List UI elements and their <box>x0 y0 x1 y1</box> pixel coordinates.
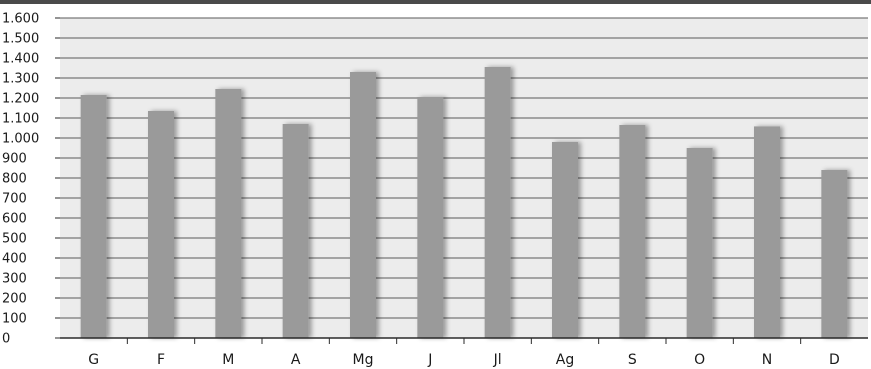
y-tick-label: 900 <box>2 152 27 167</box>
y-axis-ticks: 0 100 200 300 400 500 600 700 800 900 1.000 1.100 1.… <box>2 12 60 347</box>
bar-O <box>686 148 713 338</box>
y-tick-label: 500 <box>2 232 27 247</box>
x-axis-ticks: G F M A Mg J Jl Ag S O N D <box>88 338 840 368</box>
y-tick-label: 0 <box>2 332 10 347</box>
bar-F <box>148 111 174 338</box>
y-tick-label: 1.600 <box>2 12 39 27</box>
x-tick-label: J <box>427 352 432 368</box>
y-tick-label: 1.400 <box>2 52 39 67</box>
y-tick-label: 200 <box>2 292 27 307</box>
y-tick-label: 1.500 <box>2 32 39 47</box>
x-tick-label: N <box>762 352 772 368</box>
x-tick-label: S <box>628 352 637 368</box>
x-tick-label: Ag <box>556 352 574 368</box>
x-tick-label: M <box>222 352 234 368</box>
y-tick-label: 1.200 <box>2 92 39 107</box>
x-tick-label: Jl <box>493 352 502 368</box>
y-tick-label: 1.300 <box>2 72 39 87</box>
bar-A <box>282 124 309 338</box>
y-tick-label: 600 <box>2 212 27 227</box>
bar-Ag <box>552 142 578 338</box>
x-tick-label: O <box>694 352 705 368</box>
y-tick-label: 700 <box>2 192 27 207</box>
x-tick-label: G <box>88 352 99 368</box>
bar-N <box>754 126 780 339</box>
bar-J <box>417 97 444 338</box>
bar-G <box>80 95 107 338</box>
top-border <box>0 0 871 4</box>
x-tick-label: Mg <box>353 352 374 368</box>
x-tick-label: F <box>157 352 165 368</box>
y-tick-label: 1.100 <box>2 112 39 127</box>
bars <box>80 67 848 339</box>
y-tick-label: 300 <box>2 272 27 287</box>
y-tick-label: 800 <box>2 172 27 187</box>
bar-Jl <box>484 67 511 338</box>
x-tick-label: D <box>829 352 840 368</box>
x-tick-label: A <box>291 352 301 368</box>
y-tick-label: 100 <box>2 312 27 327</box>
y-tick-label: 400 <box>2 252 27 267</box>
bar-S <box>619 125 646 338</box>
y-tick-label: 1.000 <box>2 132 39 147</box>
gridlines <box>60 17 868 319</box>
bar-M <box>215 89 242 338</box>
bar-Mg <box>350 72 376 338</box>
bar-D <box>821 170 848 338</box>
